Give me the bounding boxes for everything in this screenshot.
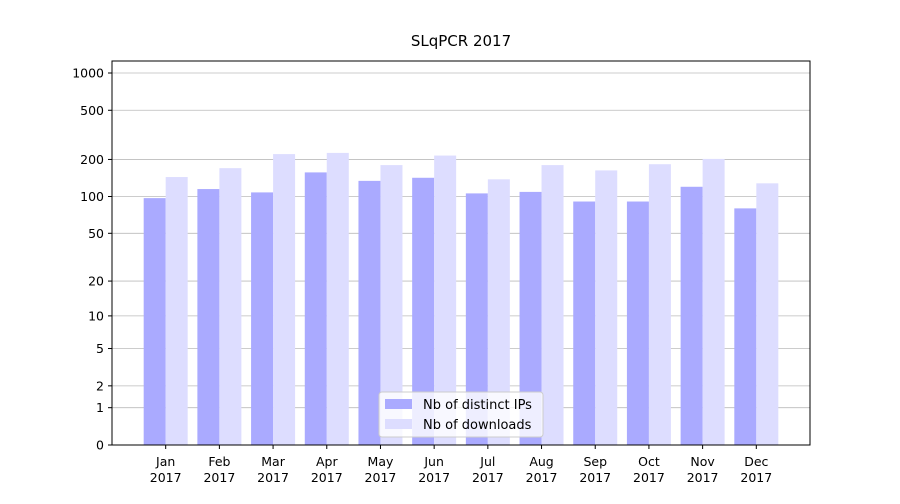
x-tick-label: Feb 2017 — [203, 454, 235, 485]
x-tick-label: Apr 2017 — [311, 454, 343, 485]
bar — [626, 201, 649, 445]
bar — [648, 164, 671, 445]
x-tick-label: Oct 2017 — [633, 454, 665, 485]
y-tick-label: 50 — [88, 226, 104, 241]
x-tick-label: Aug 2017 — [526, 454, 558, 485]
x-tick-label: Mar 2017 — [257, 454, 289, 485]
bar — [734, 208, 757, 445]
x-tick-label: Jan 2017 — [150, 454, 182, 485]
legend-swatch — [385, 419, 412, 429]
bar — [219, 168, 242, 445]
plot-frame — [111, 60, 811, 446]
x-tick-label: Dec 2017 — [740, 454, 772, 485]
bar — [680, 186, 703, 445]
bar — [380, 165, 403, 445]
y-tick-label: 10 — [88, 308, 104, 323]
bar — [573, 201, 596, 445]
bar — [143, 198, 166, 445]
y-tick-label: 0 — [96, 438, 104, 453]
bar — [304, 172, 327, 445]
bar — [756, 183, 779, 445]
bar — [487, 179, 510, 445]
bar — [358, 180, 381, 445]
legend-label: Nb of distinct IPs — [423, 398, 532, 413]
bar — [702, 158, 725, 446]
y-tick-label: 20 — [88, 274, 104, 289]
bar — [595, 170, 618, 445]
bar — [465, 193, 488, 445]
bar — [519, 191, 542, 445]
y-tick-label: 500 — [80, 103, 104, 118]
bar — [197, 189, 220, 445]
y-tick-label: 200 — [80, 152, 104, 167]
y-tick-label: 1 — [96, 400, 104, 415]
bar — [326, 152, 349, 445]
legend-label: Nb of downloads — [423, 418, 532, 433]
y-tick-label: 2 — [96, 378, 104, 393]
y-tick-label: 5 — [96, 341, 104, 356]
chart-title: SLqPCR 2017 — [411, 32, 511, 50]
bar — [434, 155, 457, 446]
bar — [541, 165, 564, 445]
bar — [412, 177, 435, 445]
legend-swatch — [385, 399, 412, 409]
bar — [251, 192, 274, 445]
bar — [165, 177, 188, 445]
bar — [273, 154, 296, 446]
x-tick-label: Jun 2017 — [418, 454, 450, 485]
x-tick-label: Jul 2017 — [472, 454, 504, 485]
y-tick-label: 1000 — [72, 66, 104, 81]
x-tick-label: Sep 2017 — [579, 454, 611, 485]
y-tick-label: 100 — [80, 189, 104, 204]
x-tick-label: May 2017 — [365, 454, 397, 485]
x-tick-label: Nov 2017 — [687, 454, 719, 485]
legend-box — [378, 391, 544, 438]
